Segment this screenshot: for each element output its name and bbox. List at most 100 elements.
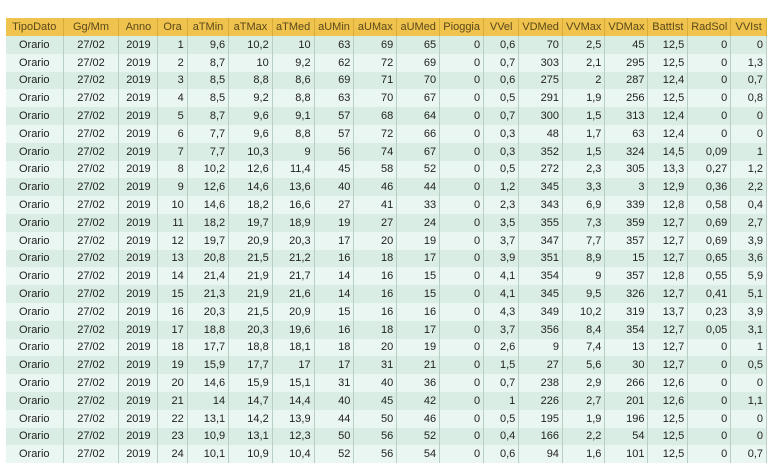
table-cell: 2019 (118, 160, 159, 179)
table-cell: 66 (396, 124, 441, 143)
table-cell: 68 (353, 107, 398, 125)
table-cell: 0 (730, 107, 767, 125)
table-cell: 0,6 (483, 36, 520, 54)
table-row: Orario 27/02 2019 20 14,6 15,9 15,1 31 40 36 0 0,7 2… (6, 374, 767, 392)
table-cell: 24 (396, 213, 441, 232)
table-cell: 0 (439, 53, 485, 72)
table-cell: 12,5 (647, 53, 689, 72)
table-cell: 18,1 (272, 338, 315, 357)
table-row: Orario 27/02 2019 10 14,6 18,2 16,6 27 41 33 0 2,3 3… (6, 196, 767, 214)
table-row: Orario 27/02 2019 6 7,7 9,6 8,8 57 72 66 0 0,3 48 1,7… (6, 124, 767, 143)
table-cell: 27/02 (63, 302, 120, 321)
table-cell: 20 (353, 338, 398, 357)
table-cell: 2019 (118, 445, 159, 463)
table-cell: 18,2 (187, 213, 230, 232)
table-cell: 8,8 (272, 124, 315, 143)
table-cell: 27/02 (63, 249, 120, 268)
table-cell: 69 (314, 71, 355, 90)
table-cell: 3,9 (483, 249, 520, 268)
table-cell: 7,7 (187, 124, 230, 143)
table-cell: 14,4 (272, 391, 315, 410)
table-cell: 1,5 (562, 142, 606, 161)
table-cell: 12,5 (647, 36, 689, 54)
table-cell: 1 (730, 338, 767, 357)
table-cell: 345 (518, 285, 563, 303)
table-cell: 4,1 (483, 285, 520, 303)
table-cell: 64 (396, 107, 441, 125)
table-cell: 0,5 (483, 160, 520, 179)
table-cell: Orario (6, 267, 64, 286)
table-cell: 17 (157, 320, 188, 339)
column-header-aumin: aUMin (314, 18, 355, 36)
table-cell: 356 (518, 320, 563, 339)
table-cell: 27/02 (63, 427, 120, 446)
column-header-ora: Ora (157, 18, 188, 36)
table-cell: 65 (396, 36, 441, 54)
table-cell: 50 (353, 409, 398, 428)
table-cell: 3,6 (730, 249, 767, 268)
table-cell: 17 (314, 231, 355, 250)
table-cell: 69 (353, 36, 398, 54)
table-cell: 36 (396, 374, 441, 392)
table-cell: 0,7 (483, 53, 520, 72)
table-cell: 56 (353, 445, 398, 463)
table-cell: 3,3 (562, 178, 606, 197)
table-cell: 2,1 (562, 53, 606, 72)
table-cell: 0,41 (687, 285, 732, 303)
table-cell: 42 (396, 391, 441, 410)
table-cell: 46 (353, 178, 398, 197)
table-cell: 9,5 (562, 285, 606, 303)
table-cell: 14 (314, 267, 355, 286)
table-cell: 10,2 (228, 36, 273, 54)
table-cell: 20,9 (272, 302, 315, 321)
column-header-vdmax: VDMax (604, 18, 649, 36)
column-header-atmax: aTMax (228, 18, 273, 36)
table-cell: 0,27 (687, 160, 732, 179)
table-cell: 16 (314, 249, 355, 268)
table-cell: 18 (353, 249, 398, 268)
table-cell: 13 (157, 249, 188, 268)
table-cell: 9,2 (228, 89, 273, 108)
table-cell: 313 (604, 107, 649, 125)
table-cell: 0,36 (687, 178, 732, 197)
table-cell: 18,8 (187, 320, 230, 339)
table-cell: 1,5 (483, 356, 520, 375)
table-cell: 2019 (118, 231, 159, 250)
table-row: Orario 27/02 2019 19 15,9 17,7 17 17 31 21 0 1,5 27 5… (6, 356, 767, 375)
table-cell: 3,7 (483, 231, 520, 250)
table-cell: 0 (439, 249, 485, 268)
table-cell: 13,3 (647, 160, 689, 179)
table-cell: 20,8 (187, 249, 230, 268)
table-cell: 9 (157, 178, 188, 197)
table-cell: Orario (6, 178, 64, 197)
table-cell: 27/02 (63, 160, 120, 179)
table-cell: 0,7 (730, 445, 767, 463)
table-cell: 0 (439, 427, 485, 446)
table-cell: 1 (483, 391, 520, 410)
table-cell: 57 (314, 124, 355, 143)
table-cell: 0 (439, 320, 485, 339)
table-cell: 0 (687, 89, 732, 108)
table-cell: 2019 (118, 196, 159, 214)
table-cell: 1,6 (562, 445, 606, 463)
table-cell: 5,6 (562, 356, 606, 375)
table-cell: 0 (439, 231, 485, 250)
column-header-tipodato: TipoDato (6, 18, 64, 36)
table-row: Orario 27/02 2019 14 21,4 21,9 21,7 14 16 15 0 4,1 3… (6, 267, 767, 286)
table-cell: 2019 (118, 124, 159, 143)
table-cell: Orario (6, 196, 64, 214)
table-cell: 62 (314, 53, 355, 72)
table-cell: 0 (687, 36, 732, 54)
table-cell: 12,7 (647, 249, 689, 268)
table-cell: 195 (518, 409, 563, 428)
table-cell: 20,3 (187, 302, 230, 321)
table-cell: 0,58 (687, 196, 732, 214)
table-cell: 196 (604, 409, 649, 428)
table-cell: 27/02 (63, 374, 120, 392)
table-cell: 0 (439, 124, 485, 143)
table-cell: 275 (518, 71, 563, 90)
table-cell: 0 (439, 374, 485, 392)
table-cell: Orario (6, 160, 64, 179)
table-cell: 15 (396, 267, 441, 286)
table-cell: 12,9 (647, 178, 689, 197)
